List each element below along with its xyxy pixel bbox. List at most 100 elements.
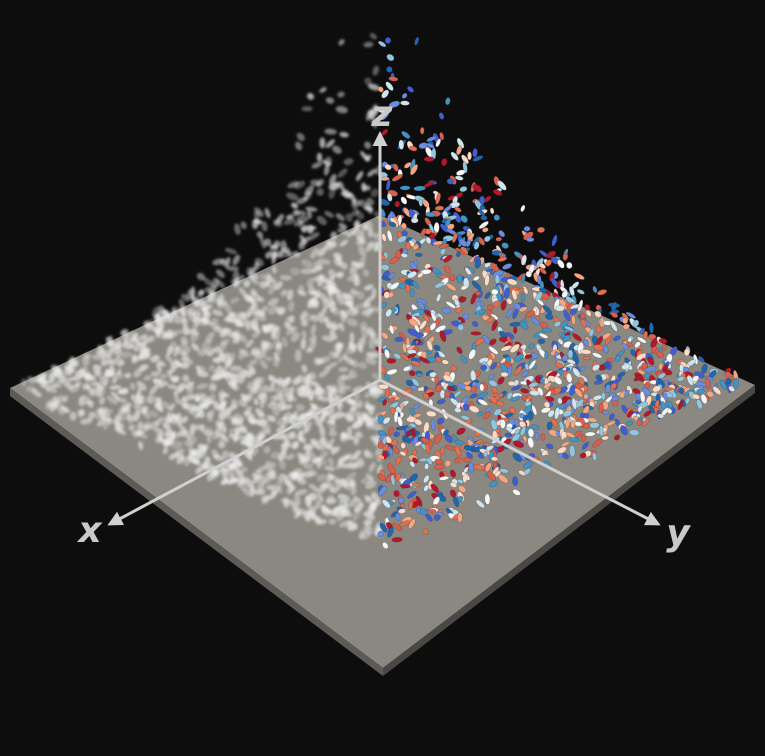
fluorescent-cell bbox=[171, 441, 183, 449]
cell bbox=[472, 148, 478, 158]
fluorescent-cell bbox=[282, 337, 288, 347]
fluorescent-cell bbox=[365, 109, 372, 122]
fluorescent-cell bbox=[304, 463, 314, 470]
fluorescent-cell bbox=[288, 301, 295, 312]
fluorescent-cell bbox=[82, 355, 90, 367]
fluorescent-cell bbox=[300, 338, 307, 350]
fluorescent-cell bbox=[215, 279, 225, 288]
fluorescent-cell bbox=[78, 396, 85, 407]
cell bbox=[504, 432, 513, 438]
fluorescent-cell bbox=[286, 326, 295, 336]
cell bbox=[424, 463, 429, 470]
fluorescent-cell bbox=[163, 315, 174, 324]
fluorescent-cell bbox=[298, 243, 306, 250]
fluorescent-cell bbox=[355, 210, 364, 220]
fluorescent-cell bbox=[306, 92, 315, 101]
cell bbox=[479, 383, 485, 392]
fluorescent-cell bbox=[335, 478, 342, 491]
fluorescent-cell bbox=[189, 424, 195, 437]
fluorescent-cell bbox=[329, 486, 338, 494]
cell bbox=[567, 349, 574, 359]
fluorescent-cell bbox=[249, 275, 259, 285]
fluorescent-cell bbox=[347, 372, 353, 381]
fluorescent-cell bbox=[340, 434, 348, 443]
fluorescent-cell bbox=[219, 331, 228, 338]
fluorescent-cell bbox=[251, 332, 260, 338]
cell bbox=[407, 86, 414, 93]
cell bbox=[473, 241, 480, 250]
cell bbox=[460, 215, 468, 223]
cell bbox=[649, 322, 654, 334]
fluorescent-cell bbox=[21, 378, 27, 386]
cell bbox=[386, 192, 393, 202]
fluorescent-cell bbox=[365, 351, 379, 359]
fluorescent-cell bbox=[184, 455, 192, 467]
fluorescent-cell bbox=[263, 340, 270, 353]
fluorescent-cell bbox=[358, 245, 367, 258]
fluorescent-cell bbox=[133, 368, 142, 378]
fluorescent-cell bbox=[315, 519, 327, 525]
fluorescent-cell bbox=[349, 498, 358, 507]
fluorescent-cell bbox=[364, 154, 372, 162]
fluorescent-cell bbox=[103, 417, 110, 430]
fluorescent-cell bbox=[279, 275, 292, 281]
fluorescent-cell bbox=[143, 375, 152, 381]
cell bbox=[467, 151, 472, 161]
fluorescent-cell bbox=[182, 374, 190, 383]
fluorescent-cell bbox=[318, 396, 329, 402]
cell bbox=[386, 66, 393, 73]
fluorescent-cell bbox=[341, 385, 352, 390]
fluorescent-cell bbox=[336, 272, 344, 279]
fluorescent-cell bbox=[348, 462, 358, 470]
fluorescent-cell bbox=[372, 65, 379, 76]
y-label: y bbox=[666, 513, 691, 554]
fluorescent-cell bbox=[338, 222, 348, 230]
fluorescent-cell bbox=[368, 462, 376, 473]
cell bbox=[386, 230, 393, 242]
fluorescent-cell bbox=[106, 395, 118, 405]
fluorescent-cell bbox=[220, 478, 229, 485]
cell bbox=[401, 230, 408, 237]
fluorescent-cell bbox=[224, 357, 234, 369]
fluorescent-cell bbox=[124, 372, 132, 379]
cell bbox=[427, 508, 437, 514]
fluorescent-cell bbox=[138, 440, 144, 451]
fluorescent-cell bbox=[292, 377, 299, 385]
fluorescent-cell bbox=[264, 207, 271, 219]
fluorescent-cell bbox=[376, 464, 383, 474]
fluorescent-cell bbox=[302, 510, 311, 522]
fluorescent-cell bbox=[230, 419, 243, 426]
fluorescent-cell bbox=[130, 382, 136, 391]
fluorescent-cell bbox=[190, 332, 199, 342]
fluorescent-cell bbox=[149, 384, 159, 396]
fluorescent-cell bbox=[212, 470, 219, 478]
fluorescent-cell bbox=[298, 435, 307, 444]
fluorescent-cell bbox=[332, 352, 339, 358]
fluorescent-cell bbox=[164, 333, 174, 340]
fluorescent-cell bbox=[295, 141, 303, 151]
cell bbox=[434, 205, 445, 211]
fluorescent-cell bbox=[343, 158, 354, 166]
cell bbox=[456, 250, 461, 258]
fluorescent-cell bbox=[48, 371, 58, 380]
fluorescent-cell bbox=[363, 185, 371, 191]
fluorescent-cell bbox=[327, 287, 336, 296]
fluorescent-cell bbox=[316, 152, 323, 162]
cell bbox=[478, 221, 489, 229]
cell bbox=[683, 348, 690, 357]
fluorescent-cell bbox=[178, 308, 186, 316]
cell bbox=[400, 196, 408, 205]
cell bbox=[456, 169, 466, 176]
cell bbox=[498, 230, 506, 238]
fluorescent-cell bbox=[280, 289, 288, 297]
fluorescent-cell bbox=[131, 355, 139, 364]
fluorescent-cell bbox=[114, 427, 127, 435]
fluorescent-cell bbox=[272, 265, 277, 274]
fluorescent-cell bbox=[291, 441, 298, 450]
fluorescent-cell bbox=[367, 228, 374, 238]
cell bbox=[397, 283, 407, 289]
cell bbox=[527, 428, 535, 438]
fluorescent-cell bbox=[351, 201, 358, 210]
fluorescent-cell bbox=[91, 354, 105, 360]
fluorescent-cell bbox=[357, 345, 364, 353]
